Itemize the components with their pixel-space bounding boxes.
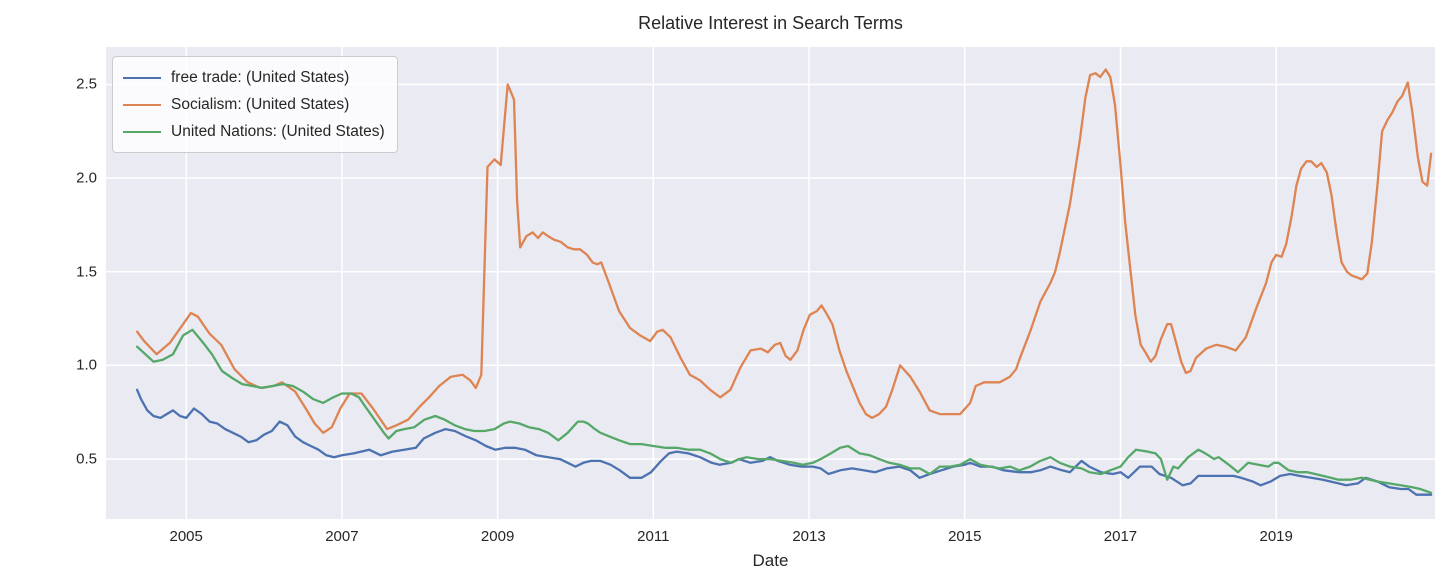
legend-line-swatch-green xyxy=(123,130,161,133)
x-tick-label: 2007 xyxy=(325,528,359,545)
legend-line-swatch-orange xyxy=(123,103,161,106)
legend-item-united-nations: United Nations: (United States) xyxy=(123,118,385,145)
x-tick-label: 2013 xyxy=(792,528,826,545)
x-tick-label: 2009 xyxy=(480,528,515,545)
legend-item-socialism: Socialism: (United States) xyxy=(123,91,385,118)
legend: free trade: (United States) Socialism: (… xyxy=(112,56,398,153)
line-series-2 xyxy=(135,68,1433,434)
line-series-3 xyxy=(135,328,1433,494)
y-tick-label: 1.0 xyxy=(76,356,97,374)
x-tick-label: 2011 xyxy=(637,528,670,545)
x-tick-label: 2017 xyxy=(1103,528,1138,545)
legend-label: Socialism: (United States) xyxy=(171,95,350,113)
y-tick-label: 2.5 xyxy=(76,75,97,93)
legend-line-swatch-blue xyxy=(123,76,161,79)
legend-label: free trade: (United States) xyxy=(171,68,350,86)
legend-item-free-trade: free trade: (United States) xyxy=(123,64,385,91)
x-axis-label: Date xyxy=(752,551,789,570)
y-tick-label: 1.5 xyxy=(76,263,97,281)
y-tick-label: 0.5 xyxy=(76,450,97,468)
legend-label: United Nations: (United States) xyxy=(171,122,385,140)
y-tick-label: 2.0 xyxy=(76,169,97,187)
x-tick-label: 2015 xyxy=(948,528,982,545)
x-tick-label: 2005 xyxy=(169,528,203,545)
chart-title: Relative Interest in Search Terms xyxy=(638,13,903,33)
x-tick-label: 2019 xyxy=(1259,528,1293,545)
